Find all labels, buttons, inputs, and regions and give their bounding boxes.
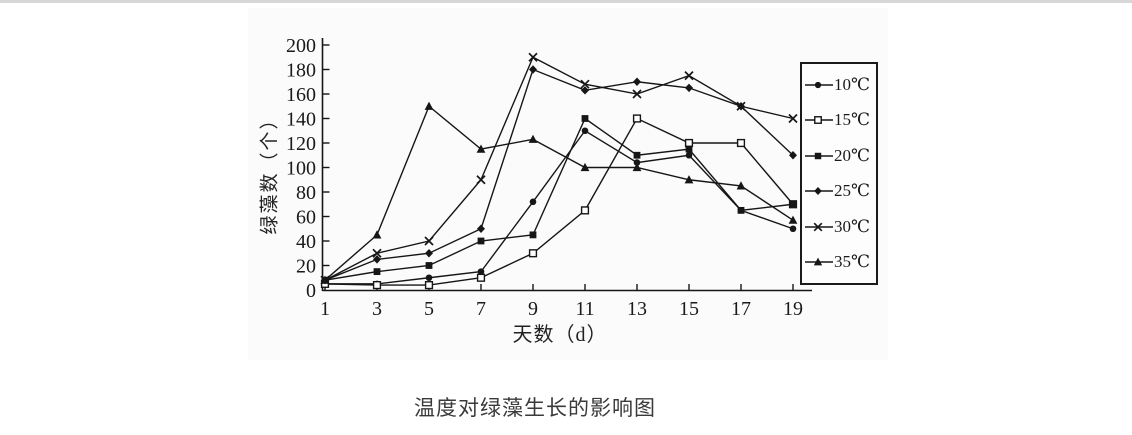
legend-label: 30℃ [834,216,871,236]
figure-background [248,8,888,360]
series-25℃ [321,65,797,285]
series-35℃ [320,101,798,284]
legend-label: 10℃ [834,74,871,94]
legend-item-15℃: 15℃ [805,110,876,130]
x-tick-label: 7 [476,298,486,320]
circle-marker-icon [805,81,833,88]
x-marker-icon [805,222,833,232]
series-20℃ [321,115,797,284]
x-tick-label: 11 [575,298,594,320]
y-tick-label: 160 [286,84,316,106]
x-tick-label: 13 [627,298,647,320]
x-ticks: 1 3 5 7 9 11 13 15 17 19 [320,284,803,320]
series-15℃ [320,114,798,290]
y-tick-label: 60 [296,207,316,229]
legend-item-35℃: 35℃ [805,252,876,272]
legend-label: 35℃ [834,252,871,272]
axes [321,38,812,292]
x-tick-label: 17 [731,298,751,320]
y-tick-label: 40 [296,231,316,253]
x-tick-label: 15 [679,298,699,320]
y-tick-label: 80 [296,182,316,204]
chart-legend: 10℃ 15℃ 20℃ 25℃ 30℃ 35℃ [800,62,878,285]
y-tick-label: 0 [306,280,316,302]
y-axis-title: 绿藻数（个） [259,108,281,235]
top-border-line [0,0,1132,3]
x-tick-label: 9 [528,298,538,320]
diamond-marker-icon [805,187,833,196]
x-tick-label: 19 [783,298,803,320]
legend-item-30℃: 30℃ [805,217,876,237]
square-marker-icon [805,152,833,159]
series-30℃ [320,52,798,285]
legend-label: 25℃ [834,181,871,201]
x-tick-label: 3 [372,298,382,320]
y-tick-label: 140 [286,109,316,131]
x-axis-title: 天数（d） [512,324,608,346]
y-tick-label: 100 [286,158,316,180]
legend-item-25℃: 25℃ [805,181,876,201]
x-tick-label: 1 [320,298,330,320]
triangle-marker-icon [805,257,833,266]
open-square-marker-icon [805,116,833,125]
y-tick-label: 20 [296,256,316,278]
y-tick-label: 200 [286,35,316,57]
legend-label: 15℃ [834,110,871,130]
legend-item-20℃: 20℃ [805,146,876,166]
y-tick-label: 180 [286,60,316,82]
figure-caption: 温度对绿藻生长的影响图 [414,397,656,420]
series-10℃ [321,127,797,288]
x-tick-label: 5 [424,298,434,320]
legend-item-10℃: 10℃ [805,75,876,95]
y-tick-label: 120 [286,133,316,155]
legend-label: 20℃ [834,145,871,165]
